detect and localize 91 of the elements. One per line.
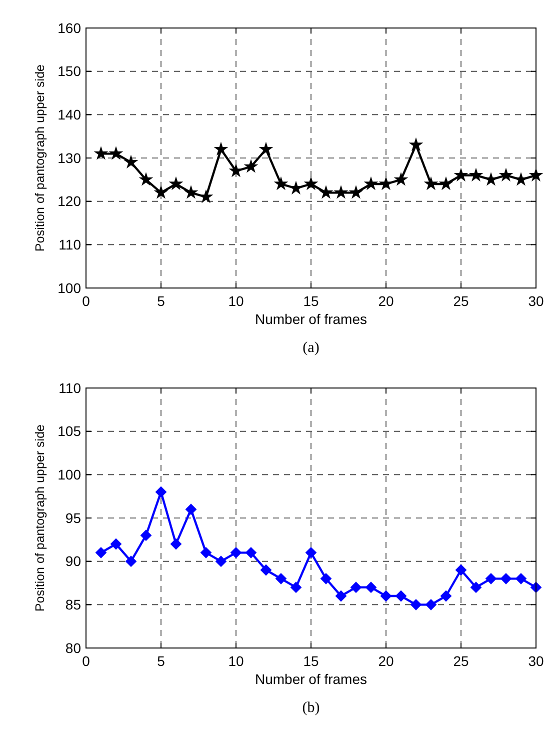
point — [470, 582, 482, 593]
point — [124, 156, 138, 168]
x-tick-label: 25 — [453, 653, 469, 669]
point — [304, 178, 318, 190]
point — [216, 556, 226, 567]
point — [380, 178, 392, 190]
point — [454, 168, 468, 181]
point — [364, 178, 378, 190]
x-tick-label: 0 — [82, 653, 90, 669]
x-tick-label: 0 — [82, 293, 90, 309]
y-tick-label: 130 — [58, 150, 82, 166]
text: (a) — [302, 340, 320, 356]
point — [246, 547, 256, 558]
point — [350, 186, 362, 198]
point — [170, 178, 182, 190]
point — [410, 138, 422, 150]
x-tick-label: 10 — [228, 293, 244, 309]
x-tick-label: 25 — [453, 293, 469, 309]
point — [320, 186, 332, 198]
point — [320, 573, 332, 584]
y-tick-label: 90 — [65, 553, 82, 570]
x-axis-title: Number of frames — [254, 671, 368, 687]
point — [110, 538, 122, 550]
point — [366, 582, 376, 593]
point — [456, 564, 466, 576]
point — [200, 190, 212, 202]
point — [110, 147, 122, 159]
point — [276, 573, 286, 584]
point — [96, 547, 106, 558]
point — [350, 582, 362, 593]
point — [94, 147, 108, 159]
point — [126, 556, 136, 567]
point — [334, 186, 348, 198]
y-tick-label: 95 — [65, 510, 82, 526]
point — [156, 486, 166, 498]
y-tick-label: 110 — [58, 380, 82, 396]
point — [500, 168, 512, 181]
point — [186, 504, 196, 515]
y-tick-label: 100 — [58, 280, 82, 296]
point — [170, 538, 182, 550]
x-axis-title: Number of frames — [254, 311, 368, 327]
point — [200, 547, 212, 558]
x-tick-label: 10 — [228, 653, 244, 669]
x-tick-label: 5 — [157, 653, 166, 669]
y-tick-label: 150 — [58, 63, 82, 80]
point — [426, 599, 436, 610]
y-axis-title: Position of pantograph upper side — [33, 64, 47, 252]
x-tick-label: 30 — [528, 653, 544, 669]
x-tick-label: 15 — [303, 293, 319, 309]
y-tick-label: 80 — [65, 640, 82, 656]
point — [140, 530, 152, 541]
point — [514, 173, 528, 185]
point — [260, 142, 272, 155]
point — [140, 173, 152, 185]
point — [486, 573, 496, 584]
x-tick-label: 30 — [528, 293, 544, 309]
point — [396, 590, 406, 602]
point — [184, 186, 198, 198]
y-tick-label: 85 — [65, 596, 82, 613]
y-tick-label: 110 — [58, 236, 82, 253]
point — [394, 173, 408, 185]
text: (b) — [302, 700, 320, 716]
x-tick-label: 15 — [303, 653, 319, 669]
point — [244, 160, 258, 172]
x-tick-label: 20 — [378, 653, 394, 669]
y-tick-label: 160 — [58, 20, 82, 36]
point — [440, 590, 452, 602]
point — [274, 178, 288, 190]
point — [500, 573, 512, 584]
point — [306, 547, 316, 558]
y-tick-label: 100 — [58, 466, 82, 483]
point — [410, 599, 422, 610]
point — [516, 573, 526, 584]
point — [154, 186, 168, 198]
y-tick-label: 140 — [58, 106, 82, 123]
point — [230, 164, 242, 176]
point — [424, 178, 438, 190]
point — [230, 547, 242, 558]
x-tick-label: 5 — [157, 293, 166, 309]
y-axis-title: Position of pantograph upper side — [33, 424, 47, 612]
point — [290, 582, 302, 593]
point — [214, 142, 228, 155]
x-tick-label: 20 — [378, 293, 394, 309]
point — [260, 564, 272, 576]
point — [484, 173, 498, 185]
y-tick-label: 105 — [58, 423, 82, 440]
point — [380, 590, 392, 602]
point — [470, 168, 482, 181]
point — [336, 590, 346, 602]
y-tick-label: 120 — [58, 193, 82, 210]
point — [440, 178, 452, 190]
